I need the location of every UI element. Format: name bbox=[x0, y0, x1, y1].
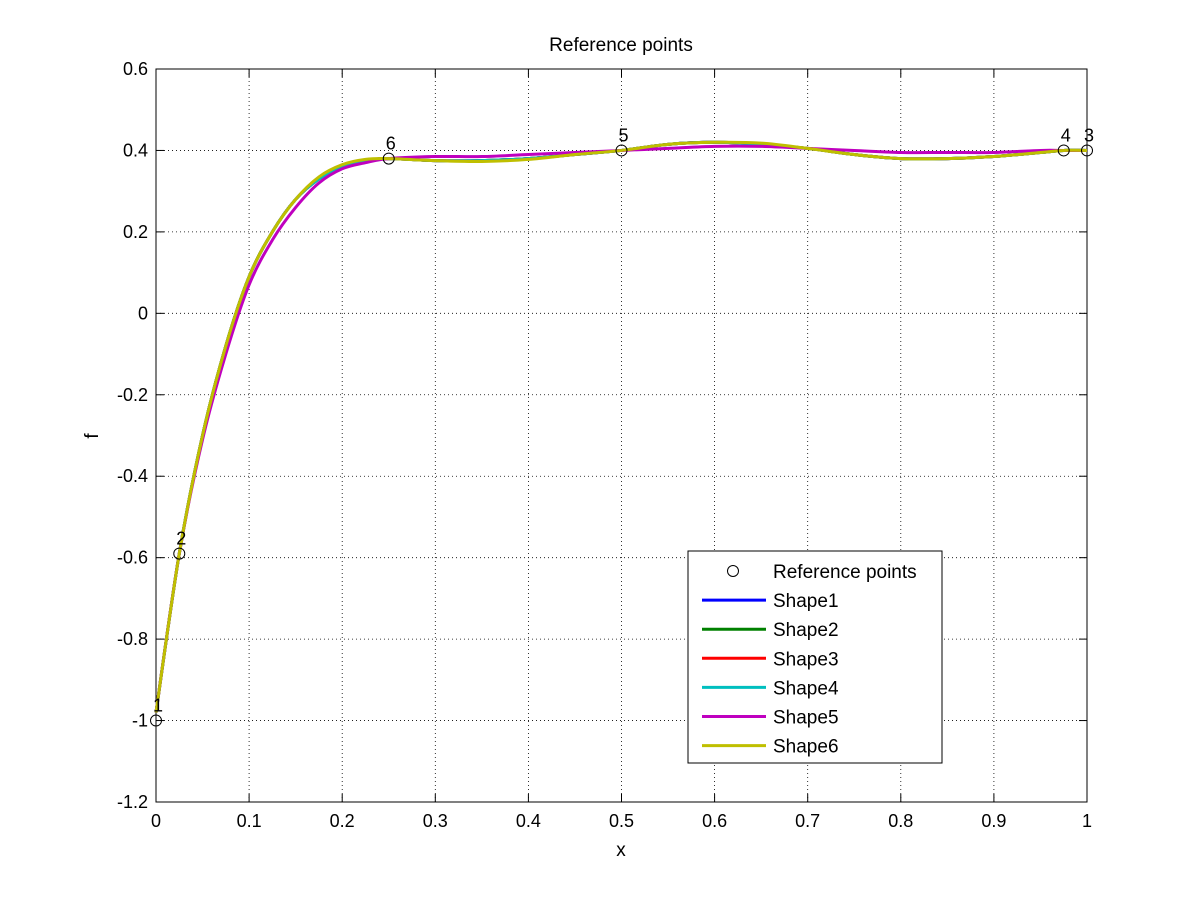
y-tick-label: -0.8 bbox=[117, 629, 148, 649]
series-line-shape6 bbox=[154, 140, 1088, 713]
series-line-shape5 bbox=[154, 144, 1087, 713]
legend-label: Shape3 bbox=[773, 649, 839, 670]
x-tick-label: 0.1 bbox=[237, 811, 262, 831]
x-tick-label: 0.6 bbox=[702, 811, 727, 831]
y-tick-label: 0 bbox=[138, 303, 148, 323]
reference-point-label: 5 bbox=[618, 125, 628, 145]
reference-point-label: 6 bbox=[386, 134, 396, 154]
x-tick-label: 0.2 bbox=[330, 811, 355, 831]
x-tick-label: 0.8 bbox=[888, 811, 913, 831]
y-tick-label: -0.6 bbox=[117, 548, 148, 568]
y-tick-label: 0.4 bbox=[123, 140, 148, 160]
x-tick-label: 0 bbox=[151, 811, 161, 831]
legend-label: Shape5 bbox=[773, 708, 839, 729]
legend-marker-reference-points bbox=[727, 565, 739, 577]
x-tick-label: 0.9 bbox=[981, 811, 1006, 831]
reference-point-label: 3 bbox=[1084, 125, 1094, 145]
reference-point-label: 1 bbox=[153, 696, 163, 716]
legend-label: Shape1 bbox=[773, 591, 839, 612]
series-lines bbox=[154, 140, 1088, 713]
reference-point-marker bbox=[150, 714, 162, 727]
reference-point-marker bbox=[382, 152, 395, 165]
y-tick-label: 0.2 bbox=[123, 222, 148, 242]
reference-points: 1 2 34 5 6 bbox=[150, 125, 1094, 727]
reference-point-label: 2 bbox=[176, 529, 186, 549]
y-tick-label: -0.2 bbox=[117, 385, 148, 405]
x-tick-label: 0.4 bbox=[516, 811, 541, 831]
x-tick-label: 0.5 bbox=[609, 811, 634, 831]
y-tick-label: -0.4 bbox=[117, 466, 148, 486]
y-tick-label: 0.6 bbox=[123, 59, 148, 79]
reference-point-marker bbox=[173, 547, 186, 560]
legend-label: Reference points bbox=[773, 562, 917, 583]
reference-point-marker bbox=[615, 144, 628, 157]
x-tick-label: 0.3 bbox=[423, 811, 448, 831]
y-tick-label: -1 bbox=[132, 711, 148, 731]
reference-point-marker bbox=[1057, 144, 1070, 157]
y-axis-label: f bbox=[82, 433, 103, 439]
legend-label: Shape2 bbox=[773, 620, 839, 641]
reference-point-label: 4 bbox=[1061, 125, 1071, 145]
x-tick-label: 0.7 bbox=[795, 811, 820, 831]
x-axis-label: x bbox=[616, 840, 626, 861]
y-tick-label: -1.2 bbox=[117, 792, 148, 812]
legend-label: Shape4 bbox=[773, 678, 839, 699]
axis-ticks: 0 0.1 0.2 0.3 0.4 0.5 0.6 0.7 0.8 0.9 1 -1.2 -1 -0.8 -… bbox=[117, 59, 1092, 831]
chart-title: Reference points bbox=[549, 35, 693, 56]
reference-point-marker bbox=[1081, 144, 1093, 157]
x-tick-label: 1 bbox=[1082, 811, 1092, 831]
legend-label: Shape6 bbox=[773, 737, 839, 758]
legend: Reference points Shape1 Shape2 Shape3 Shape4… bbox=[687, 550, 943, 764]
